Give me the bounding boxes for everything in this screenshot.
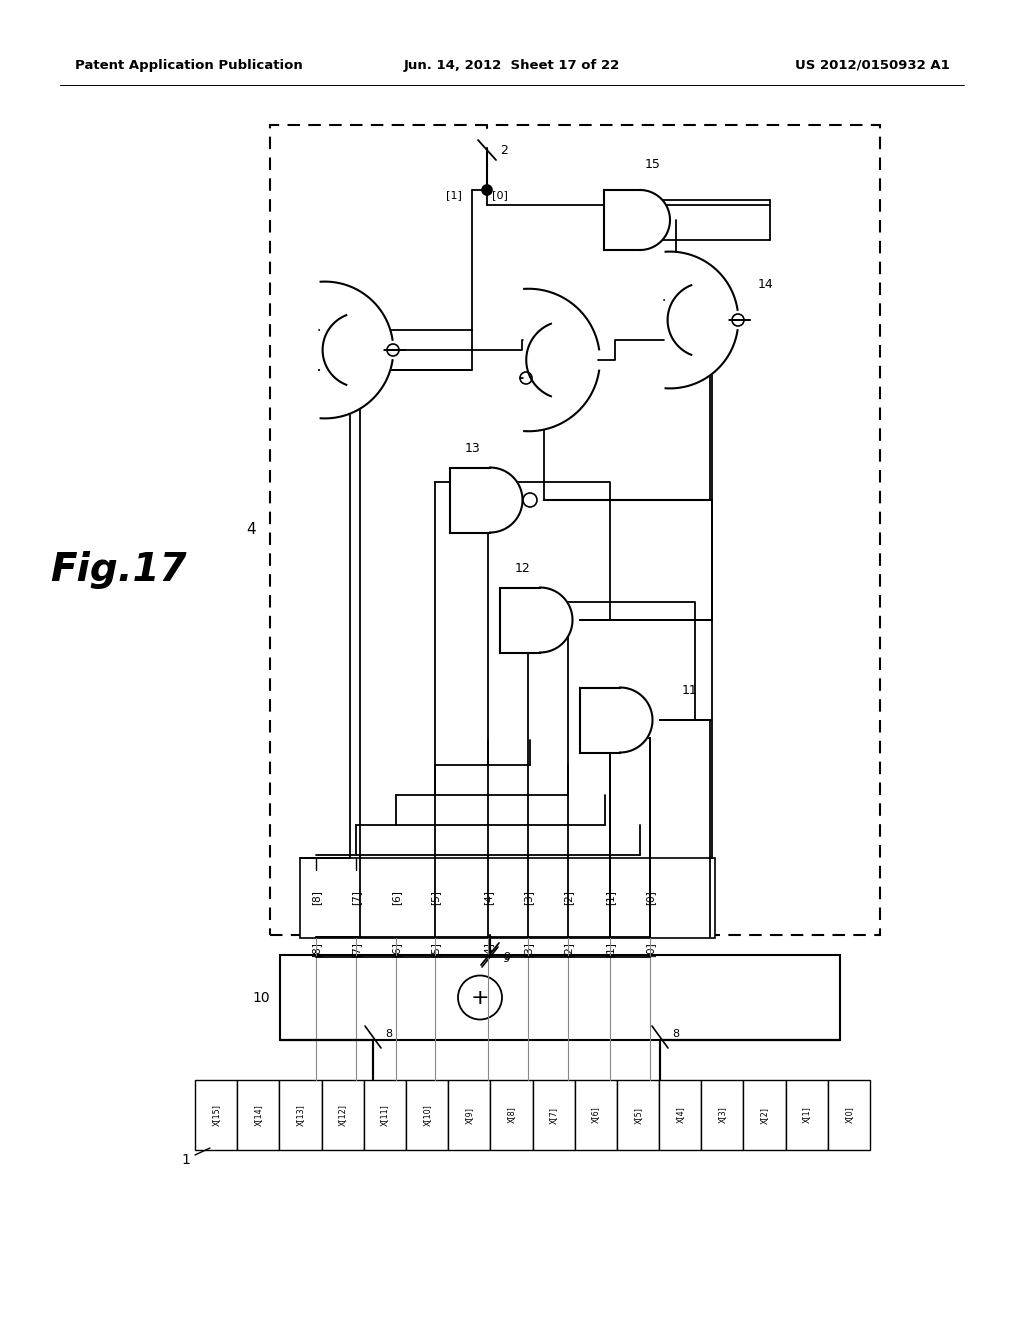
Text: [6]: [6] (391, 942, 401, 957)
Text: [2]: [2] (563, 891, 573, 906)
Text: [5]: [5] (430, 891, 440, 906)
Bar (364, 1080, 406, 1150)
Text: US 2012/0150932 A1: US 2012/0150932 A1 (796, 58, 950, 71)
Bar (280, 954, 840, 1040)
Text: 12: 12 (514, 561, 530, 574)
Text: [7]: [7] (351, 891, 361, 906)
Text: [6]: [6] (391, 891, 401, 906)
Text: 17: 17 (524, 296, 540, 309)
Text: X[6]: X[6] (591, 1106, 600, 1123)
Text: Fig.17: Fig.17 (50, 550, 186, 589)
Text: 11: 11 (682, 684, 697, 697)
Text: X[10]: X[10] (423, 1104, 431, 1126)
Text: +: + (471, 987, 489, 1007)
Bar (449, 1080, 490, 1150)
Bar (280, 1080, 322, 1150)
Text: Patent Application Publication: Patent Application Publication (75, 58, 303, 71)
Text: [5]: [5] (430, 942, 440, 957)
Text: X[11]: X[11] (380, 1104, 389, 1126)
Text: 2: 2 (500, 144, 508, 157)
Bar (406, 1080, 449, 1150)
Text: X[3]: X[3] (718, 1106, 727, 1123)
Text: 13: 13 (464, 441, 480, 454)
Text: [3]: [3] (523, 891, 534, 906)
Text: 9: 9 (503, 952, 510, 962)
Bar (701, 1080, 743, 1150)
Text: 16: 16 (330, 285, 345, 298)
Text: X[2]: X[2] (760, 1106, 769, 1123)
Bar (300, 858, 715, 939)
Text: [2]: [2] (563, 942, 573, 957)
Text: 8: 8 (385, 1030, 392, 1039)
Bar (659, 1080, 701, 1150)
Text: X[9]: X[9] (465, 1106, 474, 1123)
Text: X[14]: X[14] (254, 1104, 263, 1126)
Text: [4]: [4] (483, 942, 493, 957)
Text: 1: 1 (181, 1152, 190, 1167)
Bar (238, 1080, 280, 1150)
Text: [0]: [0] (645, 891, 655, 906)
Bar (195, 1080, 238, 1150)
Circle shape (482, 185, 492, 195)
Polygon shape (500, 587, 572, 652)
Text: X[13]: X[13] (296, 1104, 305, 1126)
Bar (785, 1080, 827, 1150)
Text: [1]: [1] (446, 190, 462, 201)
Text: [4]: [4] (483, 891, 493, 906)
Text: Jun. 14, 2012  Sheet 17 of 22: Jun. 14, 2012 Sheet 17 of 22 (403, 58, 621, 71)
Bar (827, 1080, 870, 1150)
Text: [1]: [1] (605, 891, 615, 906)
Text: [7]: [7] (351, 942, 361, 957)
Text: 10: 10 (252, 990, 270, 1005)
Bar (743, 1080, 785, 1150)
Text: [0]: [0] (645, 942, 655, 957)
Text: X[8]: X[8] (507, 1106, 516, 1123)
Bar (574, 1080, 616, 1150)
Polygon shape (321, 281, 392, 418)
Polygon shape (666, 252, 737, 388)
Text: 8: 8 (672, 1030, 679, 1039)
Text: 4: 4 (247, 523, 256, 537)
Bar (616, 1080, 659, 1150)
Text: X[5]: X[5] (634, 1106, 642, 1123)
Bar (532, 1080, 574, 1150)
Text: X[12]: X[12] (338, 1104, 347, 1126)
Polygon shape (450, 467, 522, 532)
Bar (490, 1080, 532, 1150)
Text: [0]: [0] (492, 190, 508, 201)
Text: [8]: [8] (311, 891, 321, 906)
Text: 9: 9 (502, 954, 509, 964)
Bar (322, 1080, 364, 1150)
Text: X[1]: X[1] (802, 1106, 811, 1123)
Text: 14: 14 (758, 279, 774, 292)
Text: 15: 15 (645, 158, 660, 172)
Polygon shape (604, 190, 670, 249)
Text: X[15]: X[15] (212, 1104, 220, 1126)
Text: [3]: [3] (523, 942, 534, 957)
Text: X[4]: X[4] (676, 1106, 685, 1123)
Text: X[7]: X[7] (549, 1106, 558, 1123)
Polygon shape (580, 688, 652, 752)
Polygon shape (524, 289, 599, 432)
Text: X[0]: X[0] (845, 1106, 853, 1123)
Text: [1]: [1] (605, 942, 615, 957)
Text: [8]: [8] (311, 942, 321, 957)
